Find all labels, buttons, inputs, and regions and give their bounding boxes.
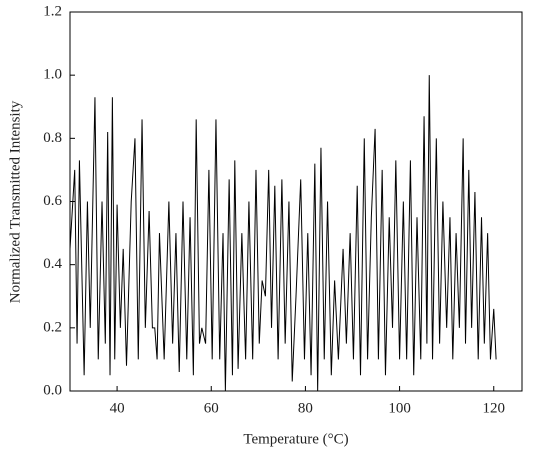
x-tick-label: 100 [388,400,411,416]
y-tick-label: 1.2 [43,3,62,19]
x-axis-title: Temperature (°C) [243,431,348,447]
y-tick-label: 0.4 [43,256,62,272]
y-tick-label: 0.0 [43,382,62,398]
y-axis-title: Normalized Transmitted Intensity [7,100,23,303]
x-tick-label: 120 [483,400,506,416]
y-tick-label: 0.8 [43,130,62,146]
data-line [69,75,497,392]
y-tick-label: 0.6 [43,193,62,209]
x-tick-label: 40 [110,400,125,416]
x-tick-label: 80 [298,400,313,416]
x-tick-label: 60 [204,400,219,416]
y-tick-label: 1.0 [43,67,62,83]
y-tick-label: 0.2 [43,319,62,335]
